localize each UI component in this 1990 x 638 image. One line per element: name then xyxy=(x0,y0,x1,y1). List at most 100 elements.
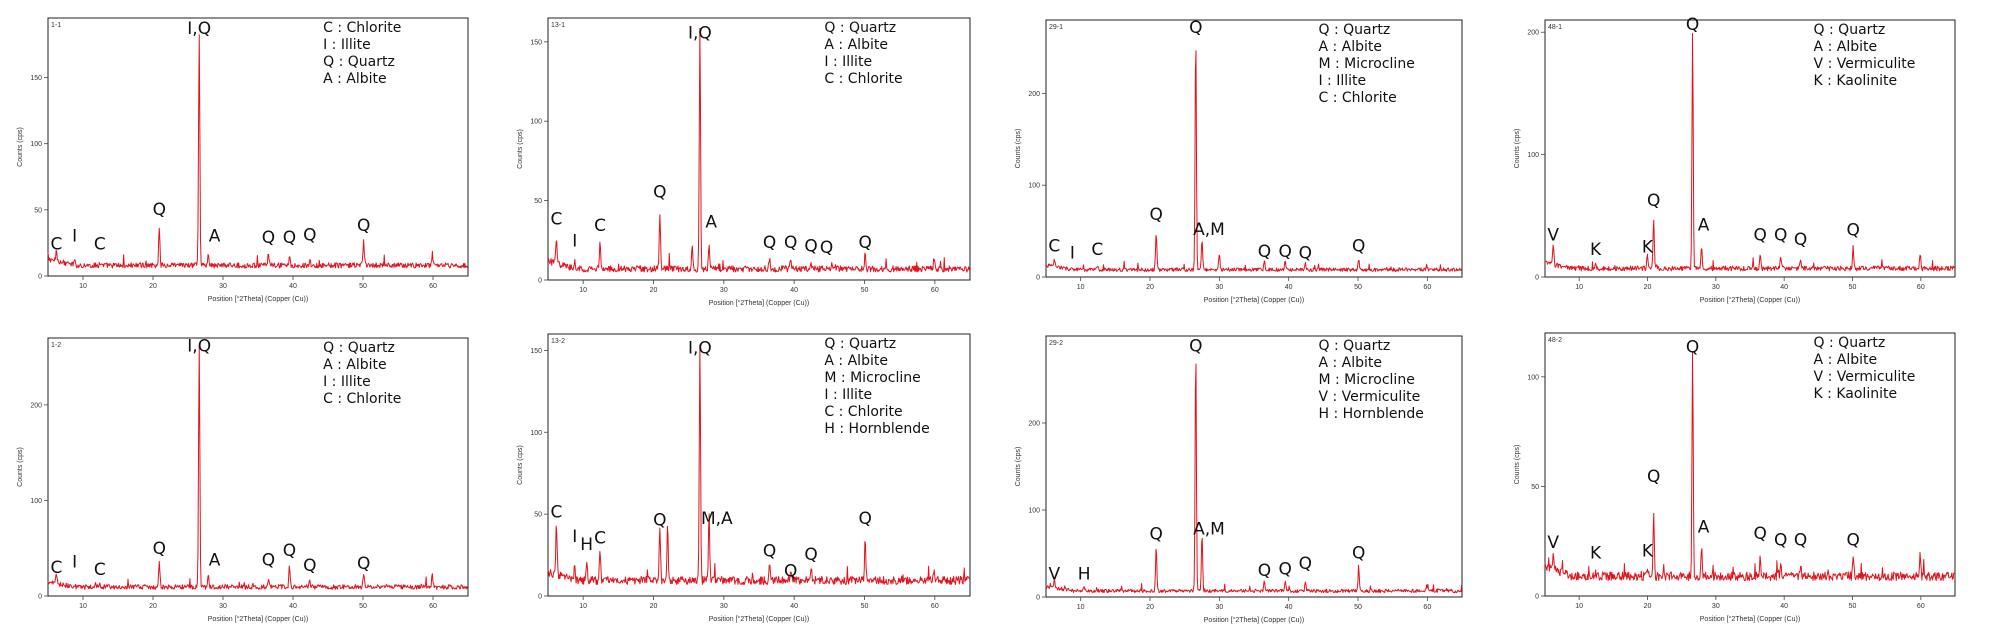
x-tick-label: 30 xyxy=(1215,284,1223,291)
x-tick-label: 20 xyxy=(1146,284,1154,291)
x-tick-label: 40 xyxy=(289,603,297,610)
y-tick-label: 0 xyxy=(1535,594,1539,601)
x-axis-label: Position [°2Theta] (Copper (Cu)) xyxy=(1700,296,1800,304)
y-tick-label: 0 xyxy=(1535,275,1539,282)
legend-entry: V : Vermiculite xyxy=(1814,56,1916,72)
peak-label: K xyxy=(1590,240,1602,260)
x-tick-label: 30 xyxy=(219,283,227,290)
xrd-trace xyxy=(1544,351,1955,582)
x-axis-label: Position [°2Theta] (Copper (Cu)) xyxy=(1204,616,1304,624)
y-tick-label: 100 xyxy=(530,430,542,437)
peak-label: Q xyxy=(1794,230,1807,250)
x-tick-label: 50 xyxy=(1354,284,1362,291)
peak-label: Q xyxy=(262,228,275,248)
plot-frame xyxy=(1544,19,1956,278)
y-tick-label: 0 xyxy=(38,594,42,601)
y-tick-label: 200 xyxy=(1028,91,1040,98)
x-tick-label: 30 xyxy=(1712,284,1720,291)
legend-entry: I : Illite xyxy=(323,374,371,390)
x-tick-label: 10 xyxy=(579,603,587,610)
legend-entry: A : Albite xyxy=(824,37,888,53)
plot-frame xyxy=(547,17,971,281)
y-axis-label: Counts (cps) xyxy=(1514,445,1521,485)
peak-label: K xyxy=(1642,542,1654,562)
peak-label: Q xyxy=(1150,205,1163,225)
legend-entry: M : Microcline xyxy=(1318,372,1414,388)
peak-label: C xyxy=(94,560,106,580)
peak-label: K xyxy=(1590,544,1602,564)
x-tick-label: 10 xyxy=(1575,603,1583,610)
peak-label: C xyxy=(50,558,62,578)
peak-label: Q xyxy=(1189,18,1202,38)
peak-label: Q xyxy=(1258,242,1271,262)
panel-title: 29-2 xyxy=(1049,340,1063,347)
y-axis-label: Counts (cps) xyxy=(17,447,24,487)
peak-label: H xyxy=(580,535,593,555)
peak-label: A xyxy=(1698,517,1710,537)
x-tick-label: 20 xyxy=(149,283,157,290)
x-tick-label: 30 xyxy=(720,287,728,294)
legend-entry: I : Illite xyxy=(1318,73,1366,89)
xrd-trace xyxy=(47,345,468,590)
legend-entry: V : Vermiculite xyxy=(1814,369,1916,385)
y-tick-label: 150 xyxy=(530,39,542,46)
peak-label: I xyxy=(72,552,77,572)
legend-entry: A : Albite xyxy=(323,71,387,87)
peak-label: Q xyxy=(1299,244,1312,264)
legend-entry: Q : Quartz xyxy=(1814,22,1886,38)
peak-label: Q xyxy=(1352,544,1365,564)
peak-label: Q xyxy=(859,233,872,253)
peak-label: C xyxy=(594,529,606,549)
peak-label: Q xyxy=(1647,467,1660,487)
panel-title: 1-2 xyxy=(51,342,61,349)
peak-label: Q xyxy=(1686,338,1699,358)
x-tick-label: 50 xyxy=(359,603,367,610)
peak-label: Q xyxy=(1754,225,1767,245)
plot-frame xyxy=(47,17,469,277)
x-tick-label: 40 xyxy=(1285,284,1293,291)
peak-label: Q xyxy=(804,545,817,565)
y-tick-label: 0 xyxy=(1036,275,1040,282)
legend-entry: Q : Quartz xyxy=(323,54,395,70)
x-tick-label: 50 xyxy=(1849,284,1857,291)
peak-label: Q xyxy=(784,233,797,253)
panel-title: 48-2 xyxy=(1548,337,1562,344)
peak-label: Q xyxy=(1150,525,1163,545)
legend-entry: I : Illite xyxy=(824,387,872,403)
peak-label: Q xyxy=(1258,561,1271,581)
peak-label: Q xyxy=(1299,554,1312,574)
x-tick-label: 40 xyxy=(1285,604,1293,611)
y-tick-label: 100 xyxy=(30,498,42,505)
y-tick-label: 0 xyxy=(38,274,42,281)
peak-label: Q xyxy=(653,511,666,531)
y-tick-label: 50 xyxy=(534,512,542,519)
legend-entry: A : Albite xyxy=(1318,355,1382,371)
peak-label: Q xyxy=(303,556,316,576)
legend-entry: H : Hornblende xyxy=(1318,406,1423,422)
y-tick-label: 50 xyxy=(1531,484,1539,491)
legend-entry: M : Microcline xyxy=(1318,56,1414,72)
peak-label: C xyxy=(1091,240,1103,260)
peak-label: Q xyxy=(1846,531,1859,551)
x-tick-label: 60 xyxy=(429,603,437,610)
legend-entry: V : Vermiculite xyxy=(1318,389,1420,405)
peak-label: C xyxy=(1048,236,1060,256)
x-tick-label: 50 xyxy=(359,283,367,290)
peak-label: Q xyxy=(357,554,370,574)
legend-entry: Q : Quartz xyxy=(824,336,896,352)
peak-label: I,Q xyxy=(187,19,211,39)
peak-label: A xyxy=(209,227,221,247)
x-axis-label: Position [°2Theta] (Copper (Cu)) xyxy=(709,615,809,623)
y-axis-label: Counts (cps) xyxy=(1015,129,1022,169)
peak-label: Q xyxy=(1352,236,1365,256)
x-tick-label: 60 xyxy=(931,287,939,294)
xrd-panel-1-1: 1-1 10 20 30 40 50 60 0 50 100 150 Position [°2Thet… xyxy=(17,17,469,303)
y-tick-label: 50 xyxy=(34,207,42,214)
plot-frame xyxy=(47,337,469,597)
peak-label: Q xyxy=(1774,225,1787,245)
x-tick-label: 30 xyxy=(720,603,728,610)
x-tick-label: 20 xyxy=(1644,603,1652,610)
legend-entry: Q : Quartz xyxy=(1318,22,1390,38)
plot-frame xyxy=(547,333,971,597)
peak-label: Q xyxy=(763,233,776,253)
